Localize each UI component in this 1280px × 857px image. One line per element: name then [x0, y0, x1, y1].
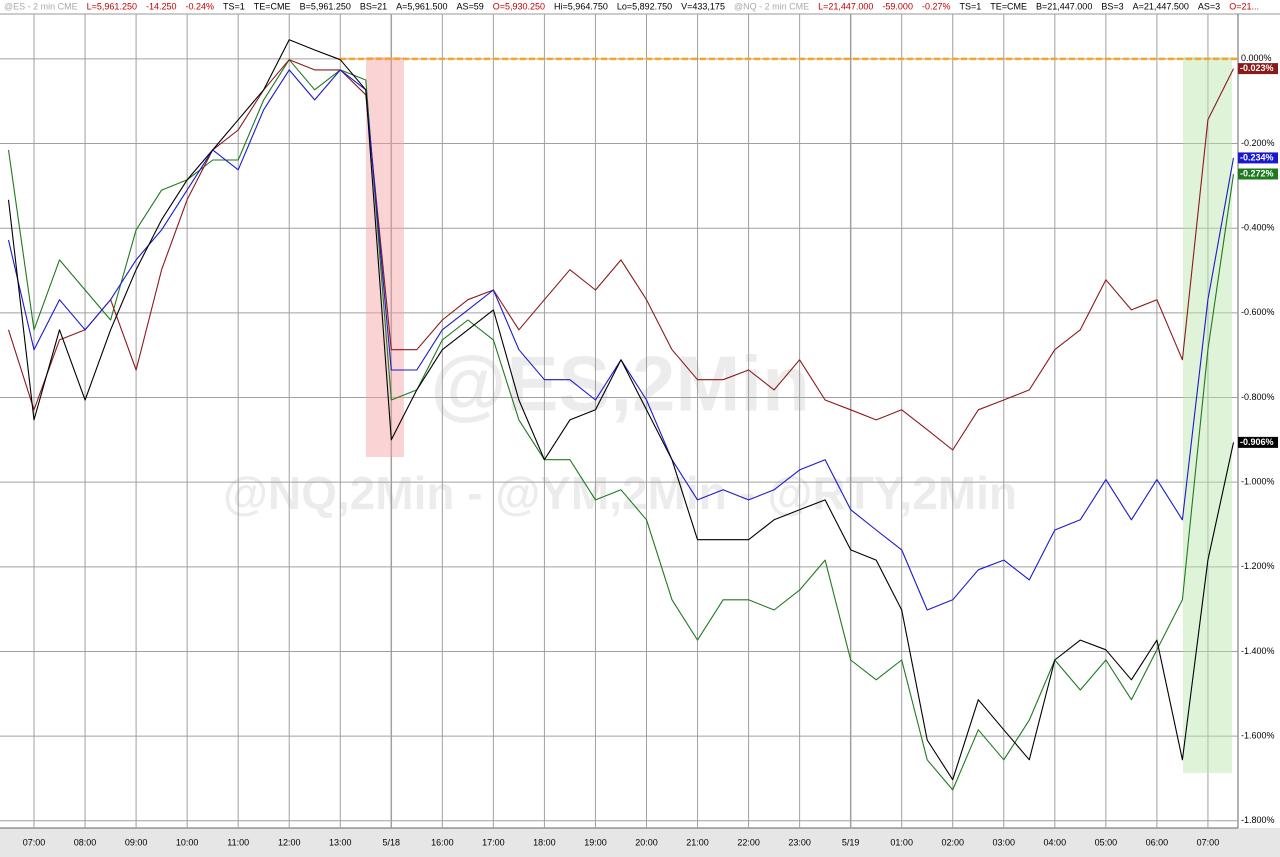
highlight-region — [366, 57, 404, 457]
header-item: TE=CME — [254, 1, 291, 11]
x-tick-label: 03:00 — [993, 837, 1016, 847]
x-tick-label: 5/19 — [842, 837, 860, 847]
header-item: BS=21 — [360, 1, 387, 11]
last-value-tag — [1238, 152, 1278, 164]
y-tick-label: -1.600% — [1241, 731, 1275, 741]
header-item: TS=1 — [223, 1, 245, 11]
header-item: L=5,961.250 — [87, 1, 137, 11]
header-item: TE=CME — [990, 1, 1027, 11]
x-axis-strip — [0, 828, 1280, 857]
y-tick-label: -0.400% — [1241, 223, 1275, 233]
x-tick-label: 04:00 — [1044, 837, 1067, 847]
last-value-tag — [1238, 168, 1278, 180]
x-tick-label: 19:00 — [584, 837, 607, 847]
series-line — [7, 39, 1235, 781]
header-item: AS=59 — [456, 1, 483, 11]
y-tick-label: -1.400% — [1241, 646, 1275, 656]
x-tick-label: 13:00 — [329, 837, 352, 847]
header-item: -0.24% — [186, 1, 215, 11]
y-tick-label: -0.800% — [1241, 392, 1275, 402]
x-tick-label: 07:00 — [23, 837, 46, 847]
last-value-tag — [1238, 63, 1278, 75]
x-tick-label: 16:00 — [431, 837, 454, 847]
y-tick-label: -0.600% — [1241, 307, 1275, 317]
header-item: AS=3 — [1198, 1, 1220, 11]
header-item: BS=3 — [1101, 1, 1123, 11]
y-tick-label: -1.200% — [1241, 561, 1275, 571]
header-item: Lo=5,892.750 — [617, 1, 672, 11]
y-tick-label: 0.000% — [1241, 53, 1272, 63]
last-value-label: -0.906% — [1240, 437, 1274, 447]
header-item: @NQ - 2 min CME — [734, 1, 809, 11]
header-item: L=21,447.000 — [818, 1, 873, 11]
header-item: A=21,447.500 — [1133, 1, 1189, 11]
header-item: Hi=5,964.750 — [554, 1, 608, 11]
last-value-label: -0.023% — [1240, 63, 1274, 73]
header-item: TS=1 — [959, 1, 981, 11]
series-line — [7, 59, 1235, 791]
highlight-region — [1183, 57, 1232, 773]
y-tick-label: -0.200% — [1241, 138, 1275, 148]
header-item: A=5,961.500 — [396, 1, 447, 11]
x-tick-label: 17:00 — [482, 837, 505, 847]
header-item: @ES - 2 min CME — [4, 1, 78, 11]
header-item: O=21... — [1229, 1, 1259, 11]
last-value-label: -0.272% — [1240, 168, 1274, 178]
header-item: -59.000 — [882, 1, 913, 11]
x-tick-label: 12:00 — [278, 837, 301, 847]
header-item: -0.27% — [922, 1, 951, 11]
watermark: @ES,2Min — [430, 340, 809, 428]
y-tick-label: -1.800% — [1241, 815, 1275, 825]
last-value-tag — [1238, 436, 1278, 448]
watermark: @NQ,2Min - @YM,2Min - @RTY,2Min — [223, 467, 1017, 519]
header-item: -14.250 — [146, 1, 177, 11]
x-tick-label: 10:00 — [176, 837, 199, 847]
x-tick-label: 22:00 — [737, 837, 760, 847]
x-tick-label: 5/18 — [383, 837, 401, 847]
y-tick-label: -1.000% — [1241, 477, 1275, 487]
y-axis-strip — [1238, 14, 1280, 828]
header-item: V=433,175 — [681, 1, 725, 11]
header-item: B=5,961.250 — [300, 1, 351, 11]
x-tick-label: 02:00 — [941, 837, 964, 847]
x-tick-label: 09:00 — [125, 837, 148, 847]
x-tick-label: 21:00 — [686, 837, 709, 847]
header-item: O=5,930.250 — [493, 1, 545, 11]
x-tick-label: 07:00 — [1197, 837, 1220, 847]
x-tick-label: 11:00 — [227, 837, 249, 847]
x-tick-label: 18:00 — [533, 837, 556, 847]
header-item: B=21,447.000 — [1036, 1, 1092, 11]
x-tick-label: 08:00 — [74, 837, 97, 847]
last-value-label: -0.234% — [1240, 152, 1274, 162]
x-tick-label: 01:00 — [890, 837, 913, 847]
x-tick-label: 06:00 — [1146, 837, 1169, 847]
x-tick-label: 05:00 — [1095, 837, 1118, 847]
x-tick-label: 23:00 — [788, 837, 811, 847]
x-tick-label: 20:00 — [635, 837, 658, 847]
